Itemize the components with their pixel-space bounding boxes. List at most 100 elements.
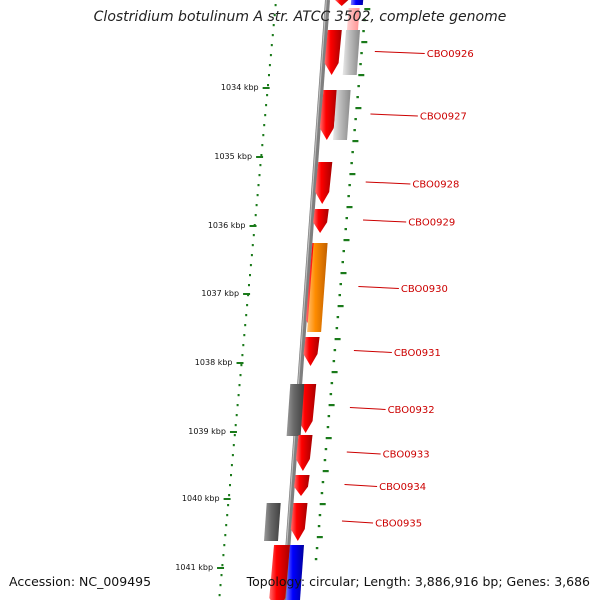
gene-bar-cbo0930 [307,243,328,332]
gc-dot-right [340,272,347,275]
gc-dot-left [252,234,255,237]
gene-label-cbo0930: CBO0930 [401,284,448,295]
gc-dot-left [268,64,271,67]
gene-label-cbo0933: CBO0933 [383,450,430,461]
gc-dot-left [249,274,251,277]
gc-dot-left [246,304,249,307]
gc-dot-left [235,414,238,417]
gene-bar-cbo0926 [342,30,360,75]
gc-dot-right [355,107,362,110]
gc-dot-left [239,374,242,377]
gc-dot-right [364,8,371,11]
gc-dot-left [243,334,246,337]
gc-dot-left [218,594,221,597]
gc-dot-right [317,525,321,528]
gc-dot-left [236,404,239,407]
gc-dot-left [230,464,233,467]
gc-dot-right [347,195,350,198]
gene-label-cbo0934: CBO0934 [379,482,426,493]
topology-text: Topology: circular; Length: 3,886,916 bp… [246,574,590,589]
gene-arrow-cbo0931 [303,337,320,366]
gene-bar-partial [286,545,304,600]
gc-dot-right [322,470,329,473]
gene-label-cbo0928: CBO0928 [412,180,459,191]
gc-dot-right [341,261,344,264]
backbone-line [281,0,330,600]
gc-dot-left [268,74,270,77]
gene-leader-line [365,181,411,185]
gc-dot-right [362,30,365,33]
kbp-tick-label: 1034 kbp [221,83,259,92]
kbp-tick-label: 1040 kbp [182,494,220,503]
gc-dot-right [329,393,333,396]
accession-text: Accession: NC_009495 [9,574,152,589]
gc-dot-right [326,426,330,429]
gene-arrow-partial [335,0,349,6]
gene-bar-cbo0932 [286,384,305,436]
gc-dot-right [330,382,334,385]
gc-dot-left [269,54,272,57]
gene-label-cbo0935: CBO0935 [375,519,422,530]
gc-dot-left [237,394,240,397]
gc-dot-right [323,459,327,462]
gc-dot-right [314,558,318,561]
gc-dot-left [270,44,273,47]
gene-label-cbo0926: CBO0926 [427,49,474,60]
gc-dot-left [259,164,262,167]
gc-dot-left [241,354,244,357]
gc-dot-left [221,564,224,567]
gc-dot-left [255,204,258,207]
gc-dot-left [267,84,269,87]
gene-label-cbo0931: CBO0931 [394,348,441,359]
gc-dot-left [242,344,245,347]
gc-dot-right [339,283,342,286]
gc-dot-right [331,371,338,374]
gene-arrow-cbo0928 [315,162,333,204]
gc-dot-right [356,96,359,99]
gene-leader-line [374,51,425,54]
gc-dot-left [265,104,268,107]
gc-dot-right [350,162,353,165]
gc-dot-right [344,228,347,231]
kbp-tick-label: 1036 kbp [208,221,246,230]
kbp-tick-label: 1039 kbp [188,427,226,436]
kbp-tick-marks: 1034 kbp 1035 kbp 1036 kbp 1037 kbp 1038 kbp… [175,83,270,572]
gene-arrow-cbo0929 [313,209,329,233]
gene-arrow-cbo0933 [295,435,313,471]
gc-dot-left [245,314,248,317]
gc-dot-left [229,484,231,487]
gc-dot-right [354,118,357,121]
gc-dot-left [227,504,230,507]
kbp-tick-label: 1038 kbp [195,358,233,367]
gc-dot-right [346,206,353,209]
gc-dot-right [335,327,339,330]
gc-dot-left [231,454,234,457]
gc-dot-left [254,214,257,217]
gc-dot-left [225,524,228,527]
gc-dot-right [324,448,328,451]
gene-bar-cbo0935 [264,503,281,541]
gc-dot-right [318,514,322,517]
gc-dot-left [258,174,261,177]
gene-arrow-cbo0926 [324,30,342,75]
gc-dot-left [256,194,259,197]
gc-dot-right [315,547,319,550]
gc-dot-right [325,437,332,440]
gc-dot-right [332,360,336,363]
gc-dot-left [219,584,222,587]
gene-label-cbo0929: CBO0929 [408,218,455,229]
gene-label-cbo0932: CBO0932 [388,405,435,416]
gc-dot-right [359,63,362,66]
gc-dot-right [336,316,340,319]
gc-content-track [218,4,371,597]
gc-dot-left [249,264,252,267]
gc-dot-left [273,14,276,17]
kbp-tick-label: 1041 kbp [175,563,213,572]
kbp-tick-label: 1037 kbp [201,289,239,298]
gene-bar-partial [347,8,360,30]
gc-dot-left [257,184,260,187]
gc-dot-left [262,134,265,137]
gc-dot-left [238,384,241,387]
gc-dot-right [334,338,341,341]
gc-dot-right [348,184,351,187]
